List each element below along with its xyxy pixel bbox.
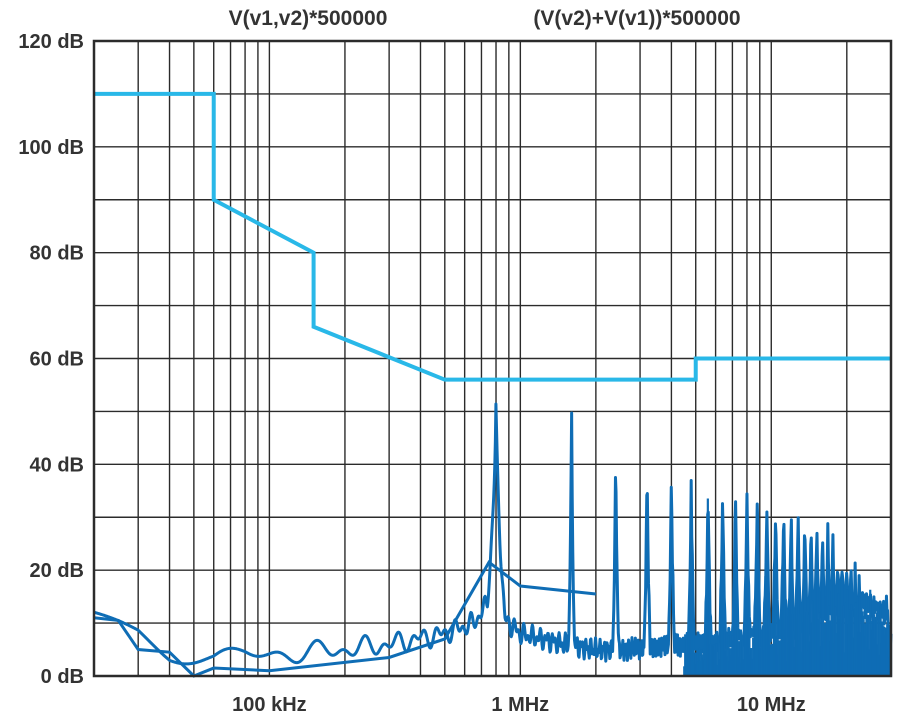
x-tick-label: 10 MHz [737,694,806,716]
x-tick-label: 100 kHz [232,694,307,716]
spectrum-trace [93,402,893,666]
y-tick-label: 60 dB [30,349,84,371]
y-tick-label: 0 dB [41,666,84,688]
plot-frame [92,39,893,678]
series-title-differential: V(v1,v2)*500000 [229,7,388,30]
axis-labels: 0 dB 20 dB 40 dB 60 dB 80 dB 100 dB 120 dB 100 … [18,31,805,716]
y-tick-label: 120 dB [18,31,84,53]
y-tick-label: 100 dB [18,137,84,159]
series-title-common-mode: (V(v2)+V(v1))*500000 [533,7,740,30]
spectrum-trace-secondary [93,560,597,678]
y-tick-label: 80 dB [30,243,84,265]
x-tick-label: 1 MHz [491,694,549,716]
y-tick-label: 40 dB [30,454,84,476]
y-tick-label: 20 dB [30,560,84,582]
limit-line [94,91,891,382]
plot-area [93,91,893,678]
